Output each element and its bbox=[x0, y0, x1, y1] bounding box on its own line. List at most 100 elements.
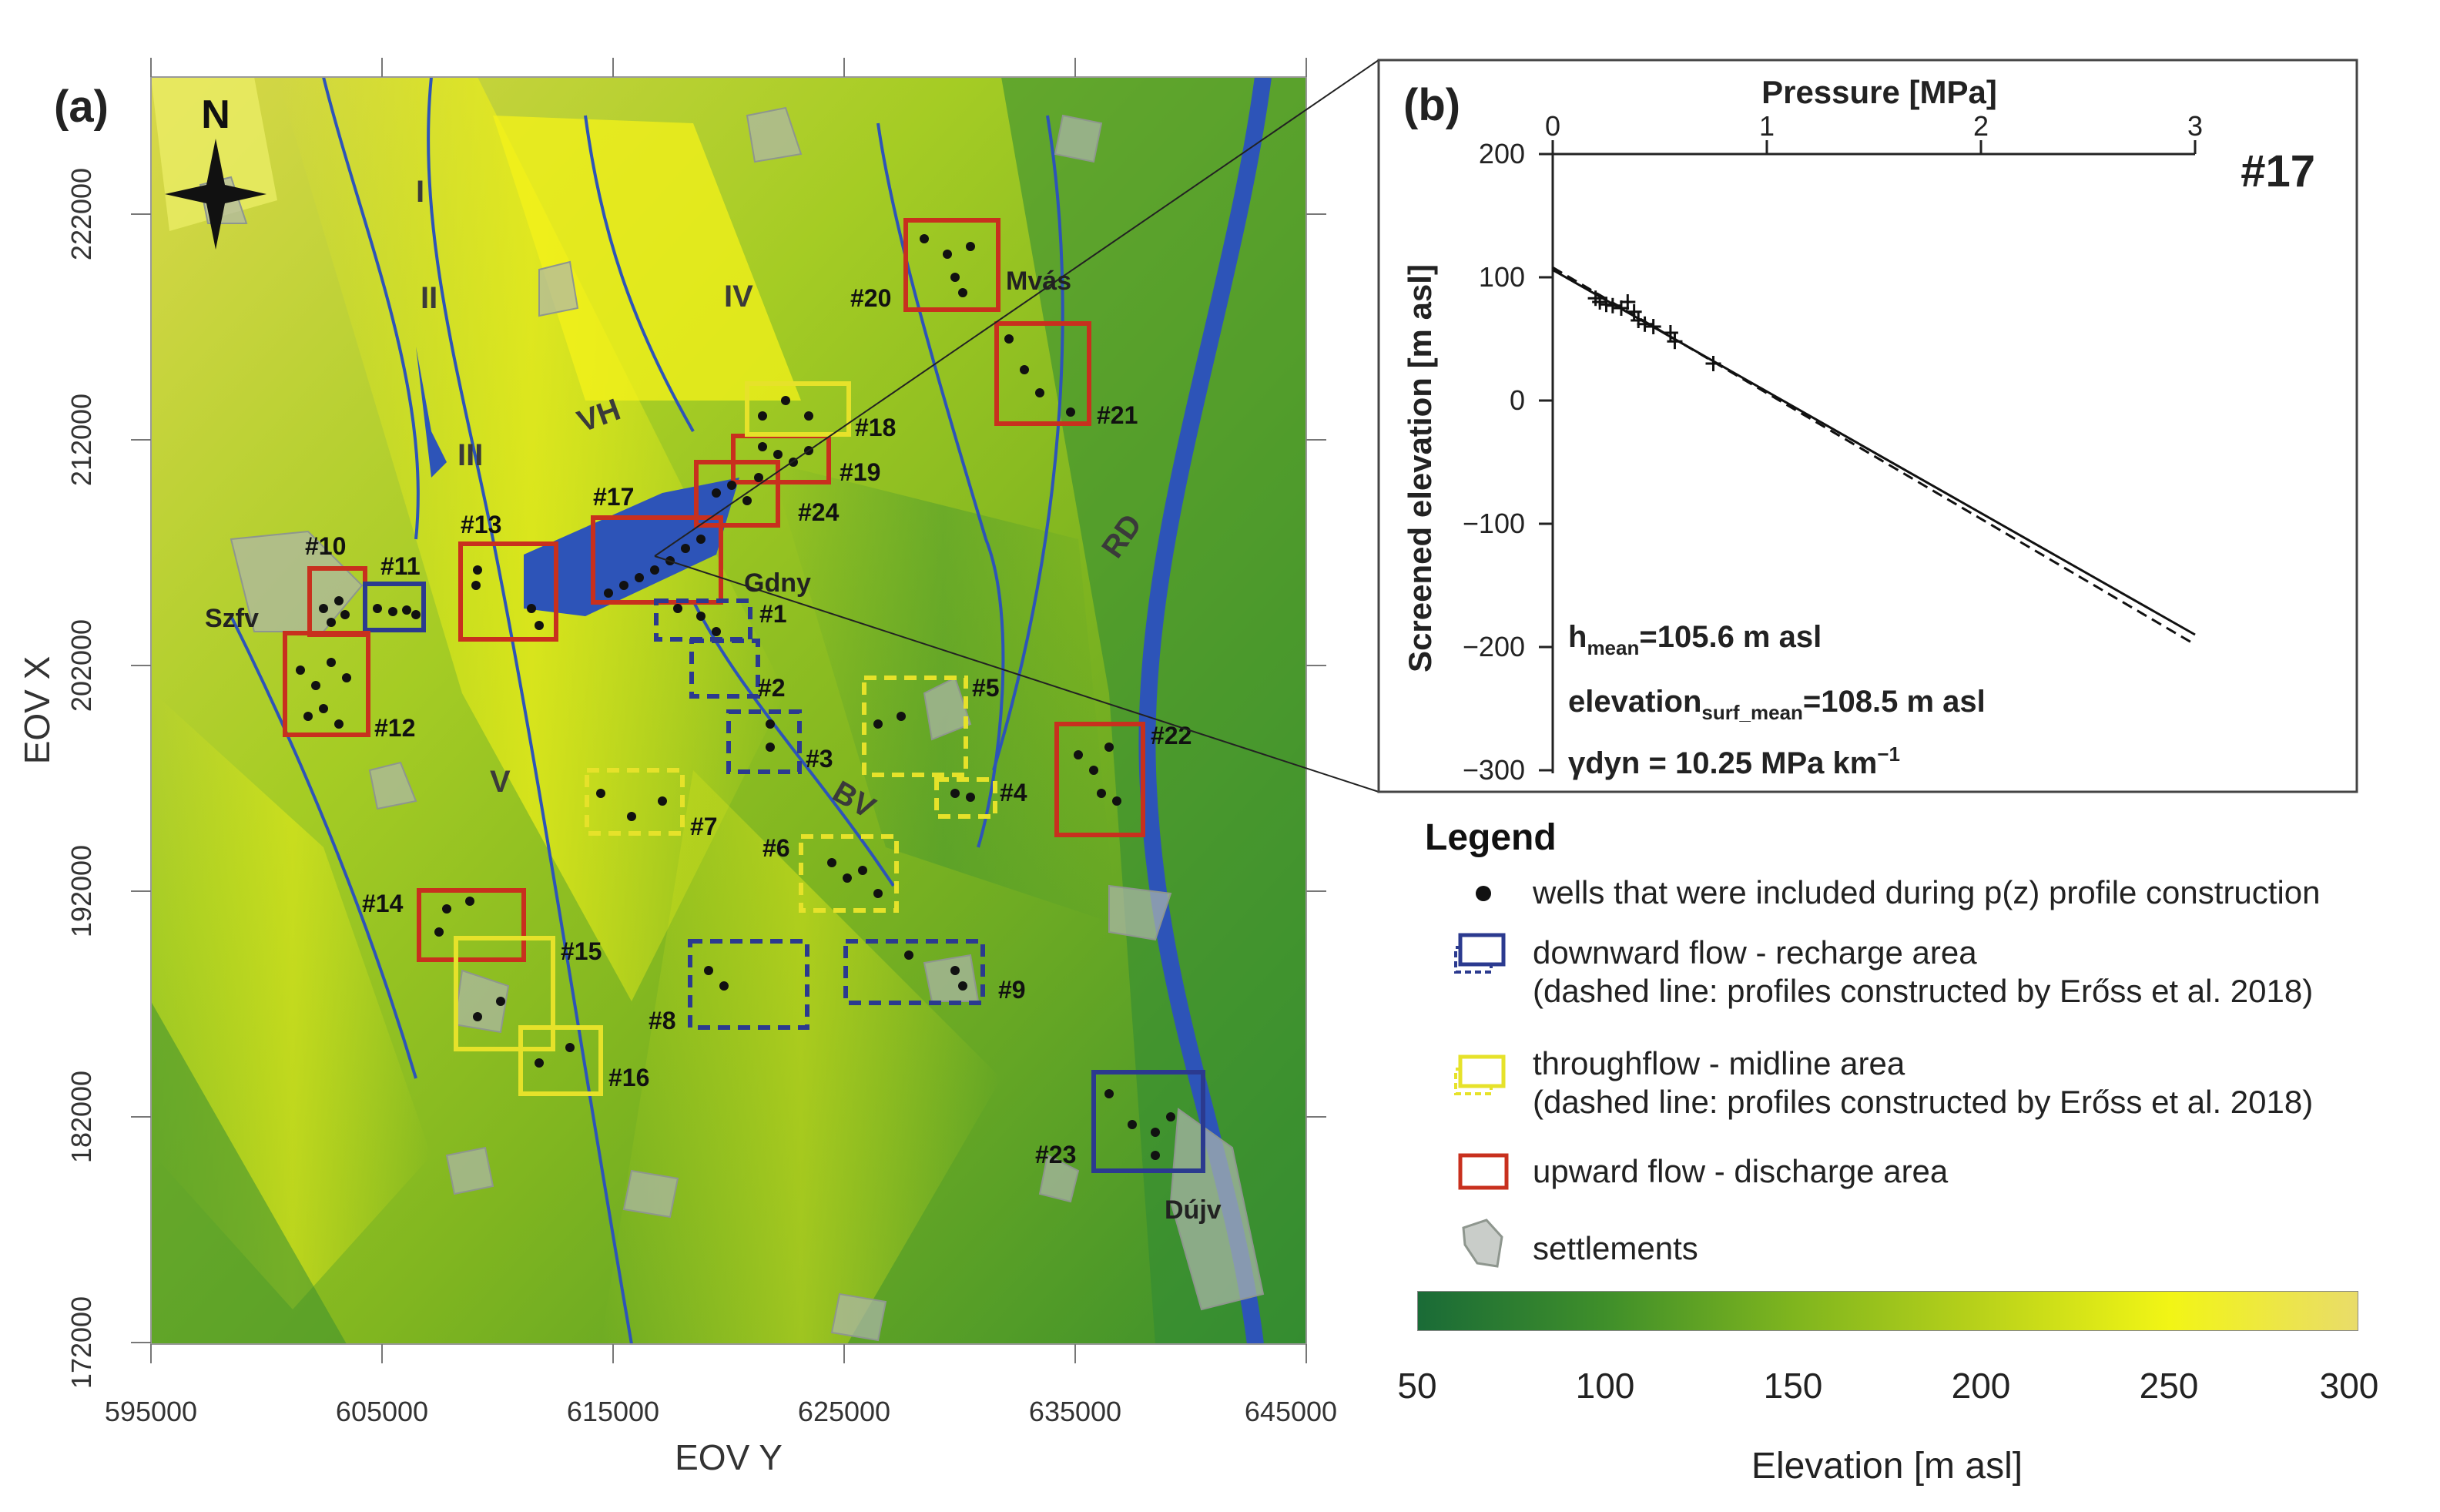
box-label: #12 bbox=[374, 714, 415, 742]
region-label: III bbox=[458, 438, 483, 472]
box-21 bbox=[994, 321, 1091, 426]
well-symbol-icon bbox=[1476, 886, 1491, 901]
colorbar-tick: 200 bbox=[1951, 1366, 2011, 1406]
h-mean-value: =105.6 m asl bbox=[1639, 620, 1822, 654]
box-label: #2 bbox=[758, 674, 786, 702]
box-label: #22 bbox=[1151, 722, 1192, 749]
box-label: #15 bbox=[561, 937, 602, 965]
data-point bbox=[1662, 325, 1678, 340]
town-label: Gdny bbox=[744, 568, 811, 598]
y-tick-label: 172000 bbox=[65, 1296, 97, 1389]
terrain-bands bbox=[151, 77, 1306, 1344]
box-9 bbox=[843, 939, 985, 1005]
x-tick-label: 645000 bbox=[1245, 1396, 1337, 1427]
box-13 bbox=[458, 541, 558, 642]
colorbar-gradient bbox=[1417, 1291, 2358, 1331]
data-point bbox=[1626, 303, 1642, 320]
settlement-icon bbox=[1462, 1219, 1503, 1268]
surface-elevation-text: elevationsurf_mean=108.5 m asl bbox=[1568, 685, 1986, 724]
data-point bbox=[1645, 319, 1661, 334]
elevation-ticks: 200 100 0 −100 −200 −300 bbox=[1463, 138, 1525, 786]
y-tick-label: 212000 bbox=[65, 394, 97, 486]
legend: Legend wells that were included during p… bbox=[1417, 816, 2434, 1266]
box-5 bbox=[862, 676, 968, 777]
box-label: #20 bbox=[850, 284, 891, 312]
map-frame bbox=[150, 76, 1307, 1345]
settlements bbox=[199, 106, 1265, 1342]
colorbar-tick: 50 bbox=[1397, 1366, 1437, 1406]
box-22 bbox=[1054, 722, 1145, 837]
north-letter: N bbox=[201, 92, 230, 137]
x-tick-label: 615000 bbox=[567, 1396, 659, 1427]
x-tick-label: 605000 bbox=[336, 1396, 428, 1427]
elevation-colorbar: 50 100 150 200 250 300 Elevation [m asl] bbox=[1397, 1291, 2378, 1499]
study-area-boxes bbox=[283, 218, 1205, 1173]
region-label: V bbox=[490, 765, 511, 799]
h-mean-text: hmean=105.6 m asl bbox=[1568, 620, 1822, 659]
data-point bbox=[1620, 294, 1636, 310]
data-point bbox=[1631, 313, 1647, 328]
colorbar-tick: 150 bbox=[1763, 1366, 1823, 1406]
box-label: #11 bbox=[380, 552, 421, 580]
box-label: #7 bbox=[690, 813, 718, 840]
pressure-tick: 0 bbox=[1545, 110, 1560, 142]
y-tick-label: 182000 bbox=[65, 1071, 97, 1163]
box-12 bbox=[283, 631, 370, 737]
legend-item-label: upward flow - discharge area bbox=[1533, 1153, 1949, 1189]
box-15 bbox=[454, 936, 555, 1051]
box-label: #9 bbox=[998, 976, 1026, 1004]
x-tick-labels: 595000 605000 615000 625000 635000 64500… bbox=[105, 1396, 1337, 1427]
y-tick-label: 222000 bbox=[65, 168, 97, 260]
upward-solid-icon bbox=[1458, 1153, 1509, 1190]
surface-elevation-value: =108.5 m asl bbox=[1803, 685, 1986, 719]
region-label: IV bbox=[724, 280, 753, 313]
elevation-tick: 200 bbox=[1479, 138, 1525, 169]
box-1 bbox=[654, 598, 752, 642]
box-label: #1 bbox=[759, 600, 787, 628]
legend-item-label: downward flow - recharge area bbox=[1533, 934, 1977, 971]
legend-item-label: (dashed line: profiles constructed by Er… bbox=[1533, 973, 2314, 1009]
pressure-points bbox=[1587, 290, 1721, 371]
compass-icon bbox=[165, 139, 266, 250]
data-point bbox=[1667, 334, 1683, 350]
lake-velence bbox=[524, 478, 739, 616]
data-point bbox=[1637, 316, 1653, 332]
pressure-tick: 2 bbox=[1973, 110, 1989, 142]
x-tick-label: 635000 bbox=[1029, 1396, 1121, 1427]
connector-lines bbox=[654, 59, 1379, 793]
y-axis-label: EOV X bbox=[17, 656, 57, 765]
pressure-profile-panel: (b) #17 Pressure [MPa] Screened elevatio… bbox=[1377, 59, 2358, 793]
box-16 bbox=[518, 1025, 603, 1096]
profile-id: #17 bbox=[2241, 146, 2315, 196]
colorbar-label: Elevation [m asl] bbox=[1751, 1446, 2023, 1487]
box-label: #3 bbox=[806, 745, 833, 773]
box-20 bbox=[903, 218, 1000, 312]
box-label: #16 bbox=[608, 1064, 649, 1091]
y-tick-label: 202000 bbox=[65, 619, 97, 712]
box-24 bbox=[694, 460, 780, 528]
region-label: II bbox=[421, 281, 437, 315]
legend-item-label: (dashed line: profiles constructed by Er… bbox=[1533, 1084, 2314, 1120]
colorbar-tick: 100 bbox=[1575, 1366, 1635, 1406]
regression-line-dashed bbox=[1552, 266, 2196, 646]
downward-solid-icon bbox=[1458, 933, 1506, 967]
box-3 bbox=[726, 709, 802, 774]
box-4 bbox=[934, 777, 997, 819]
legend-symbols bbox=[1454, 886, 1509, 1268]
elevation-tick: −300 bbox=[1463, 754, 1525, 786]
panel-b-frame bbox=[1377, 59, 2358, 793]
box-18 bbox=[745, 381, 851, 437]
box-14 bbox=[417, 888, 526, 962]
elevation-tick: 100 bbox=[1479, 261, 1525, 293]
y-tick-label: 192000 bbox=[65, 845, 97, 937]
box-7 bbox=[585, 768, 685, 836]
legend-item-label: settlements bbox=[1533, 1230, 1698, 1266]
box-label: #19 bbox=[840, 458, 880, 486]
box-label: #18 bbox=[855, 414, 896, 441]
surface-elevation-subscript: surf_mean bbox=[1701, 701, 1803, 724]
surface-elevation-symbol: elevation bbox=[1568, 685, 1701, 719]
colorbar-tick: 300 bbox=[2319, 1366, 2379, 1406]
legend-item-label: throughflow - midline area bbox=[1533, 1045, 1905, 1081]
pressure-tick: 3 bbox=[2187, 110, 2203, 142]
gamma-dyn-text: γdyn = 10.25 MPa km−1 bbox=[1568, 743, 1900, 780]
